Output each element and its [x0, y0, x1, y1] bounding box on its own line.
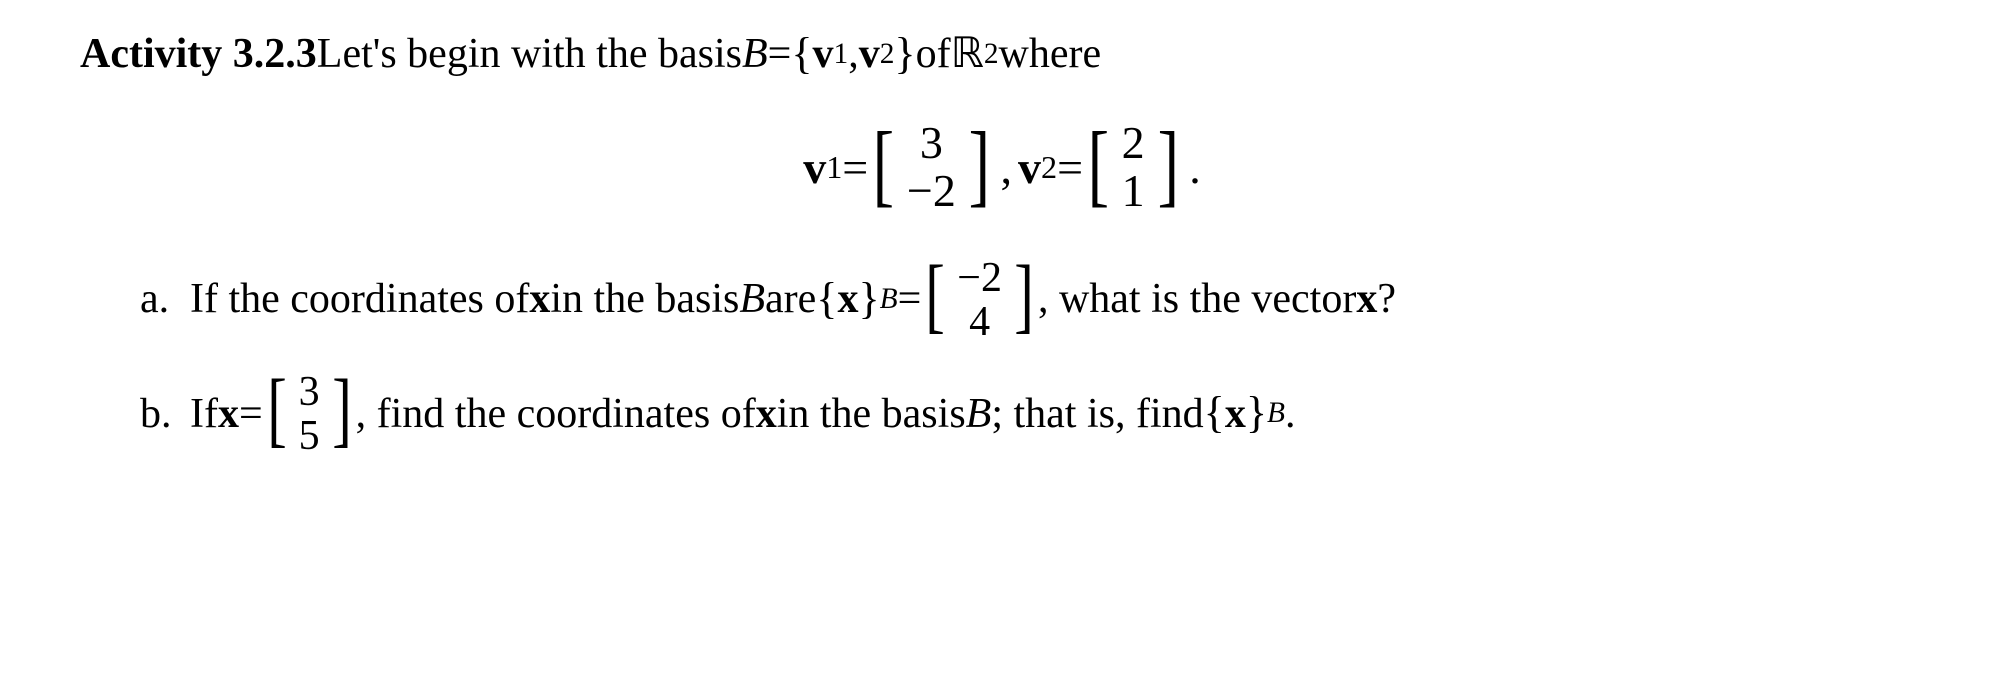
comma: ,: [848, 29, 859, 79]
v2-label: v: [1018, 140, 1041, 195]
a-q: ?: [1377, 274, 1396, 324]
xb-bot: 5: [299, 414, 320, 458]
xa-bot: 4: [957, 300, 1002, 344]
v1-bot: −2: [907, 167, 956, 215]
a-sub-b: B: [880, 282, 898, 317]
b-lbrace: {: [1204, 387, 1225, 440]
item-a: a. If the coordinates of x in the basis …: [140, 256, 1924, 344]
v1-sub: 1: [826, 148, 842, 187]
vec-v1: v: [812, 29, 833, 79]
of-text: of: [916, 29, 951, 79]
a-basis: B: [739, 274, 765, 324]
b-pre: If: [190, 389, 218, 439]
item-a-marker: a.: [140, 274, 190, 324]
a-vector: [ −2 4 ]: [921, 256, 1038, 344]
activity-block: Activity 3.2.3 Let's begin with the basi…: [0, 0, 2004, 458]
item-b: b. If x = [ 3 5 ] , find the coordinates…: [140, 370, 1924, 458]
v2-top: 2: [1122, 119, 1145, 167]
b-mid2: in the basis: [777, 389, 966, 439]
a-pre: If the coordinates of: [190, 274, 529, 324]
b-vector: [ 3 5 ]: [263, 370, 356, 458]
sub-1: 1: [833, 37, 848, 72]
b-x3: x: [1225, 389, 1246, 439]
item-a-body: If the coordinates of x in the basis B a…: [190, 256, 1924, 344]
b-x2: x: [756, 389, 777, 439]
b-period: .: [1285, 389, 1296, 439]
where-text: where: [999, 29, 1102, 79]
a-post: , what is the vector: [1038, 274, 1356, 324]
b-sub-b: B: [1267, 396, 1285, 431]
b-mid3: ; that is, find: [991, 389, 1203, 439]
v1-top: 3: [907, 119, 956, 167]
intro-text-pre: Let's begin with the basis: [317, 29, 742, 79]
display-period: .: [1183, 140, 1201, 195]
b-mid1: , find the coordinates of: [356, 389, 756, 439]
b-x1: x: [218, 389, 239, 439]
v1-vector: [ 3 −2 ]: [868, 119, 994, 216]
vec-v2: v: [859, 29, 880, 79]
item-b-marker: b.: [140, 389, 190, 439]
sub-2: 2: [880, 37, 895, 72]
item-list: a. If the coordinates of x in the basis …: [80, 256, 1924, 458]
a-x1: x: [529, 274, 550, 324]
reals: ℝ: [951, 29, 984, 79]
intro-line: Activity 3.2.3 Let's begin with the basi…: [80, 28, 1101, 81]
v1-label: v: [803, 140, 826, 195]
a-mid2: are: [765, 274, 816, 324]
a-eq: =: [898, 274, 922, 324]
a-lbrace: {: [816, 273, 837, 326]
v2-eq: =: [1057, 140, 1083, 195]
v2-vector: [ 2 1 ]: [1083, 119, 1183, 216]
xb-top: 3: [299, 370, 320, 414]
b-basis: B: [966, 389, 992, 439]
a-rbrace: }: [858, 273, 879, 326]
basis-symbol: B: [742, 29, 768, 79]
item-b-body: If x = [ 3 5 ] , find the coordinates of…: [190, 370, 1924, 458]
v2-sub: 2: [1041, 148, 1057, 187]
v2-bot: 1: [1122, 167, 1145, 215]
equals: =: [768, 29, 792, 79]
a-x3: x: [1356, 274, 1377, 324]
display-comma: ,: [994, 140, 1018, 195]
sup-2: 2: [984, 37, 999, 72]
a-x2: x: [837, 274, 858, 324]
a-mid1: in the basis: [550, 274, 739, 324]
activity-label: Activity 3.2.3: [80, 29, 317, 79]
display-equation: v1 = [ 3 −2 ] , v2 = [ 2 1 ] .: [80, 119, 1924, 216]
v1-eq: =: [842, 140, 868, 195]
left-brace: {: [791, 28, 812, 81]
right-brace: }: [894, 28, 915, 81]
xa-top: −2: [957, 256, 1002, 300]
b-eq: =: [239, 389, 263, 439]
b-rbrace: }: [1246, 387, 1267, 440]
